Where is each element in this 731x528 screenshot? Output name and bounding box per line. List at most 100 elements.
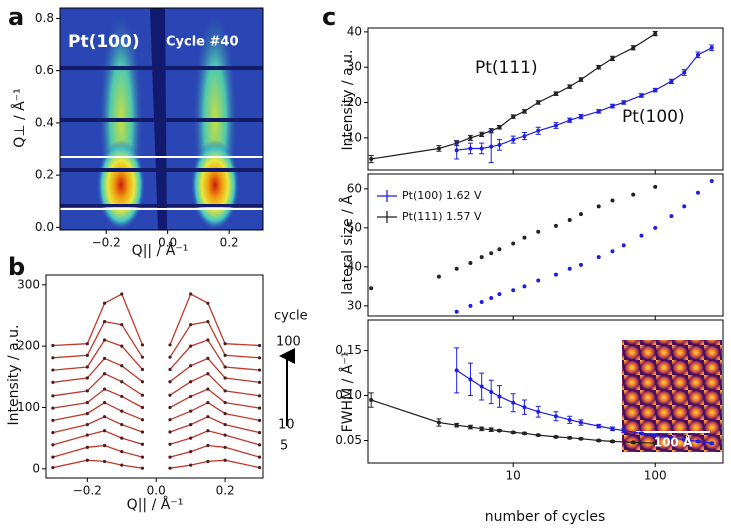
y-tick-label: 300	[17, 277, 40, 291]
data-point	[497, 292, 502, 297]
data-point	[497, 428, 502, 433]
data-point	[454, 309, 459, 314]
data-point	[653, 88, 658, 93]
y-tick-label: 0.8	[35, 11, 54, 25]
data-point	[189, 323, 193, 327]
annotation: Pt(111)	[475, 58, 538, 78]
data-point	[168, 430, 172, 434]
data-point	[102, 443, 107, 448]
data-point	[468, 135, 473, 140]
data-point	[567, 218, 572, 223]
data-point	[85, 423, 89, 427]
data-point	[102, 301, 107, 305]
y-tick-label: 40	[347, 24, 362, 38]
data-point	[369, 398, 374, 403]
data-point	[511, 241, 516, 246]
data-point	[567, 435, 572, 440]
data-point	[102, 415, 107, 419]
series-line	[52, 444, 260, 458]
data-point	[497, 142, 502, 147]
data-point	[257, 406, 262, 410]
annotation: Cycle #40	[166, 35, 239, 50]
data-point	[578, 436, 583, 441]
data-point	[223, 445, 227, 449]
legend-label: Pt(100) 1.62 V	[402, 189, 482, 202]
data-point	[631, 440, 636, 445]
data-point	[610, 198, 615, 203]
data-point	[223, 389, 227, 393]
detector-image	[60, 8, 263, 230]
x-tick-label: −0.2	[73, 484, 102, 498]
data-point	[168, 367, 172, 372]
legend-label: Pt(111) 1.57 V	[402, 210, 482, 223]
data-point	[596, 204, 601, 209]
data-point	[257, 418, 262, 422]
data-point	[223, 412, 227, 416]
y-tick-label: 200	[17, 339, 40, 353]
data-point	[553, 434, 558, 439]
x-tick-label: 0.0	[147, 484, 166, 498]
plot-frame	[367, 27, 724, 171]
data-point	[695, 52, 700, 57]
data-point	[189, 380, 193, 384]
data-point	[536, 278, 541, 283]
y-tick-label: 30	[347, 298, 362, 312]
data-point	[140, 405, 145, 410]
data-point	[709, 441, 714, 446]
data-point	[223, 458, 227, 462]
data-point	[610, 56, 615, 61]
data-point	[206, 387, 210, 391]
data-point	[653, 184, 658, 189]
data-point	[206, 356, 210, 361]
data-point	[102, 459, 107, 464]
data-point	[120, 380, 124, 384]
data-point	[536, 100, 541, 105]
y-tick-label: 0.6	[35, 63, 54, 77]
y-axis-label: Intensity / a.u.	[340, 50, 356, 151]
data-point	[102, 400, 107, 405]
data-point	[120, 394, 124, 399]
data-point	[257, 394, 262, 398]
y-tick-label: 50	[347, 220, 362, 234]
data-point	[189, 344, 193, 348]
data-point	[567, 118, 572, 123]
data-point	[140, 442, 145, 446]
data-point	[140, 393, 145, 397]
data-point	[596, 438, 601, 443]
x-axis-label: Q|| / Å⁻¹	[127, 496, 184, 513]
data-point	[257, 356, 262, 360]
plot-frame	[367, 319, 724, 464]
data-point	[522, 109, 527, 114]
data-point	[596, 424, 601, 429]
data-point	[454, 423, 459, 428]
data-point	[567, 266, 572, 271]
data-point	[567, 84, 572, 89]
y-tick-label: 0.15	[335, 343, 362, 357]
data-point	[206, 400, 210, 405]
data-point	[479, 146, 484, 151]
y-axis-label: Intensity / a.u.	[6, 325, 22, 426]
data-point	[51, 418, 55, 422]
data-point	[479, 132, 484, 137]
data-point	[567, 417, 572, 422]
data-point	[168, 455, 172, 459]
y-axis-label: FWHM / Å⁻¹	[339, 352, 356, 433]
annotation: Pt(100)	[68, 32, 140, 52]
data-point	[454, 148, 459, 153]
series-line	[52, 415, 260, 434]
data-point	[653, 31, 658, 36]
y-tick-label: 100	[17, 400, 40, 414]
data-point	[695, 439, 700, 444]
data-point	[596, 65, 601, 70]
data-point	[522, 235, 527, 240]
data-point	[468, 146, 473, 151]
series-line	[52, 320, 260, 359]
y-tick-label: 60	[347, 181, 362, 195]
data-point	[140, 455, 145, 459]
y-tick-label: 40	[347, 259, 362, 273]
data-point	[206, 415, 210, 419]
plot-frame	[59, 7, 264, 231]
data-point	[709, 179, 714, 184]
y-tick-label: 30	[347, 60, 362, 74]
